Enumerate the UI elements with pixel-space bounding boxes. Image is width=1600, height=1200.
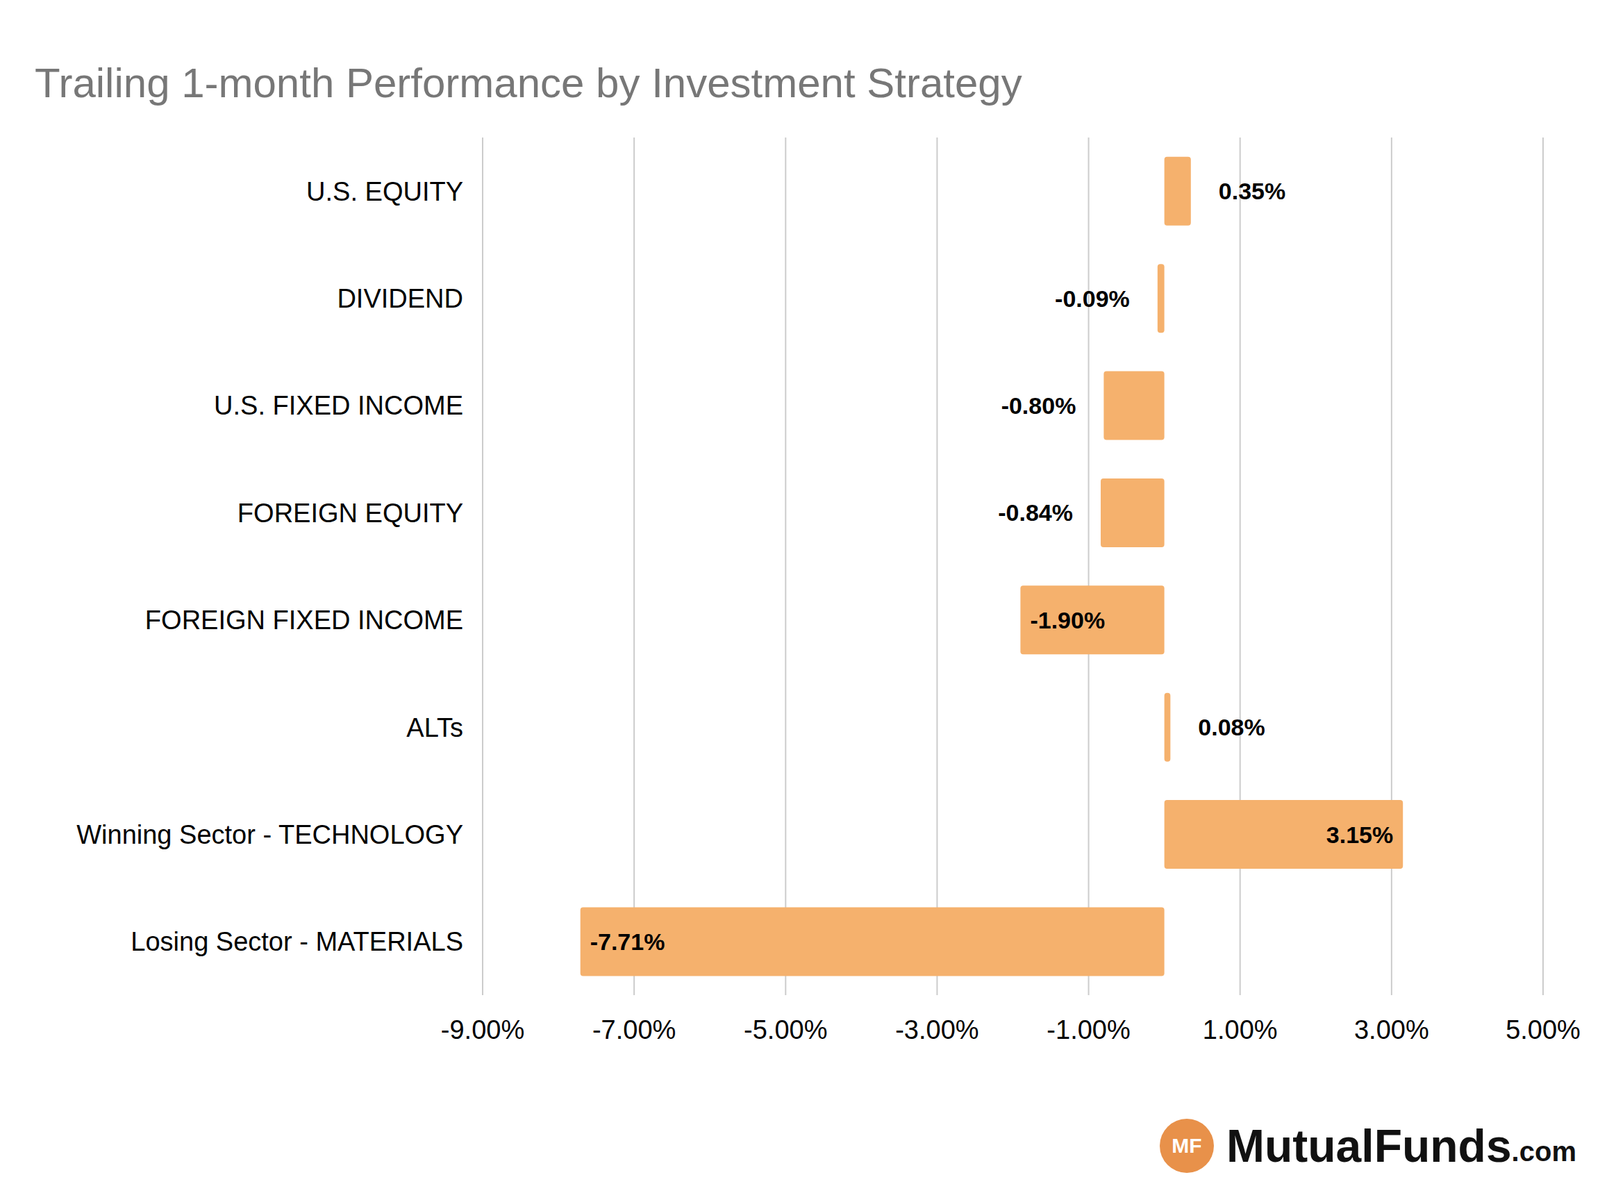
svg-text:FOREIGN FIXED INCOME: FOREIGN FIXED INCOME (145, 605, 464, 635)
svg-text:3.15%: 3.15% (1326, 821, 1394, 848)
svg-text:5.00%: 5.00% (1505, 1015, 1581, 1045)
html-text:MF: MF (1171, 1134, 1202, 1157)
svg-text:-5.00%: -5.00% (743, 1015, 828, 1045)
svg-text:0.35%: 0.35% (1218, 177, 1286, 205)
svg-text:1.00%: 1.00% (1202, 1015, 1278, 1045)
svg-text:Losing Sector - MATERIALS: Losing Sector - MATERIALS (130, 927, 464, 957)
svg-text:-0.09%: -0.09% (1054, 285, 1130, 312)
svg-text:DIVIDEND: DIVIDEND (336, 284, 464, 314)
svg-text:ALTs: ALTs (406, 713, 464, 743)
svg-text:-3.00%: -3.00% (895, 1015, 979, 1045)
svg-text:-1.00%: -1.00% (1046, 1015, 1130, 1045)
svg-text:-7.00%: -7.00% (592, 1015, 676, 1045)
svg-text:-7.71%: -7.71% (590, 928, 666, 955)
svg-text:3.00%: 3.00% (1354, 1015, 1430, 1045)
svg-text:FOREIGN EQUITY: FOREIGN EQUITY (237, 498, 464, 528)
svg-text:U.S. FIXED INCOME: U.S. FIXED INCOME (213, 390, 464, 421)
svg-text:0.08%: 0.08% (1197, 713, 1265, 741)
svg-text:-1.90%: -1.90% (1029, 606, 1105, 634)
svg-text:-9.00%: -9.00% (440, 1015, 525, 1045)
svg-text:U.S. EQUITY: U.S. EQUITY (306, 177, 464, 207)
html-text:MutualFunds.com: MutualFunds.com (1226, 1120, 1577, 1172)
html-text:Trailing 1-month Performance b: Trailing 1-month Performance by Investme… (34, 59, 1023, 107)
svg-text:-0.80%: -0.80% (1001, 392, 1077, 419)
svg-text:Winning Sector - TECHNOLOGY: Winning Sector - TECHNOLOGY (76, 820, 464, 850)
svg-text:-0.84%: -0.84% (997, 499, 1073, 526)
